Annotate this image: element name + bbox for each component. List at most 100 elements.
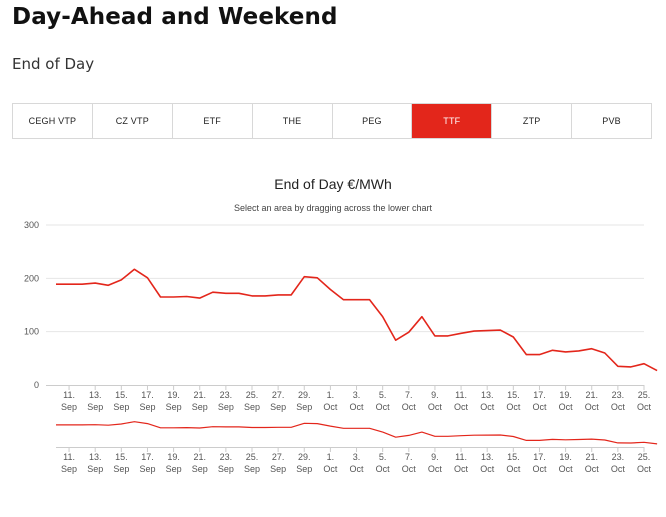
x-tick-month: Sep xyxy=(296,402,312,412)
x-tick-month: Oct xyxy=(585,464,600,474)
tab-the[interactable]: THE xyxy=(253,104,333,138)
x-tick-day: 25. xyxy=(638,452,651,462)
x-tick-month: Sep xyxy=(218,402,234,412)
x-tick-day: 19. xyxy=(167,452,180,462)
navigator-chart[interactable] xyxy=(56,421,658,448)
x-tick-month: Sep xyxy=(296,464,312,474)
x-tick-month: Sep xyxy=(166,464,182,474)
x-tick-day: 1. xyxy=(327,452,335,462)
main-series xyxy=(56,268,658,372)
x-tick-day: 19. xyxy=(559,452,572,462)
x-tick-day: 27. xyxy=(272,390,285,400)
x-tick-month: Oct xyxy=(506,402,521,412)
x-tick-day: 15. xyxy=(115,452,128,462)
x-tick-month: Sep xyxy=(61,402,77,412)
tab-cegh-vtp[interactable]: CEGH VTP xyxy=(13,104,93,138)
x-tick-month: Oct xyxy=(376,402,391,412)
x-tick-day: 15. xyxy=(115,390,128,400)
x-tick-month: Sep xyxy=(218,464,234,474)
x-tick-day: 29. xyxy=(298,452,311,462)
x-tick-month: Oct xyxy=(323,464,338,474)
tab-ttf[interactable]: TTF xyxy=(412,104,493,138)
tab-etf[interactable]: ETF xyxy=(173,104,253,138)
x-tick-month: Sep xyxy=(113,464,129,474)
x-tick-day: 5. xyxy=(379,452,387,462)
y-axis: 0 100 200 300 xyxy=(24,220,39,390)
x-tick-day: 23. xyxy=(220,390,233,400)
x-tick-month: Sep xyxy=(113,402,129,412)
x-tick-day: 25. xyxy=(246,390,259,400)
hub-tabs: CEGH VTP CZ VTP ETF THE PEG TTF ZTP PVB xyxy=(12,103,652,139)
x-tick-day: 11. xyxy=(63,452,75,462)
x-tick-month: Sep xyxy=(139,402,155,412)
x-tick-month: Oct xyxy=(585,402,600,412)
x-tick-month: Oct xyxy=(611,464,626,474)
x-tick-day: 29. xyxy=(298,390,311,400)
x-tick-day: 25. xyxy=(638,390,651,400)
x-tick-month: Oct xyxy=(506,464,521,474)
x-tick-day: 11. xyxy=(455,390,467,400)
x-tick-day: 13. xyxy=(89,452,102,462)
x-tick-day: 15. xyxy=(507,390,520,400)
tab-ztp[interactable]: ZTP xyxy=(492,104,573,138)
x-tick-month: Sep xyxy=(244,402,260,412)
x-tick-day: 9. xyxy=(431,452,439,462)
x-tick-day: 17. xyxy=(533,390,546,400)
x-tick-month: Oct xyxy=(350,402,365,412)
page-title: Day-Ahead and Weekend xyxy=(12,4,338,30)
x-tick-month: Oct xyxy=(428,402,443,412)
x-tick-day: 21. xyxy=(193,452,206,462)
x-tick-day: 3. xyxy=(353,390,361,400)
x-tick-day: 7. xyxy=(405,390,413,400)
x-tick-day: 27. xyxy=(272,452,285,462)
x-tick-day: 17. xyxy=(141,390,154,400)
x-tick-month: Oct xyxy=(323,402,338,412)
x-tick-month: Oct xyxy=(637,402,652,412)
x-axis-main: 11. Sep 13. Sep 15. Sep 17. Sep 19. Sep 21. Sep 23. S… xyxy=(61,385,651,412)
x-tick-day: 9. xyxy=(431,390,439,400)
x-tick-day: 21. xyxy=(193,390,206,400)
x-tick-month: Oct xyxy=(559,402,574,412)
page-subtitle: End of Day xyxy=(12,55,95,73)
x-tick-month: Oct xyxy=(532,402,547,412)
x-tick-month: Sep xyxy=(87,464,103,474)
x-tick-month: Oct xyxy=(454,402,469,412)
x-tick-month: Oct xyxy=(402,402,417,412)
x-tick-day: 15. xyxy=(507,452,520,462)
x-tick-month: Oct xyxy=(480,402,495,412)
x-tick-month: Oct xyxy=(376,464,391,474)
x-tick-day: 3. xyxy=(353,452,361,462)
x-tick-month: Sep xyxy=(244,464,260,474)
x-tick-month: Oct xyxy=(350,464,365,474)
x-tick-day: 13. xyxy=(481,452,494,462)
tab-pvb[interactable]: PVB xyxy=(602,116,621,126)
y-tick-label: 0 xyxy=(34,380,39,390)
y-tick-label: 200 xyxy=(24,273,39,283)
x-tick-month: Sep xyxy=(270,464,286,474)
tab-cz-vtp[interactable]: CZ VTP xyxy=(93,104,173,138)
x-tick-day: 13. xyxy=(481,390,494,400)
x-tick-month: Oct xyxy=(454,464,469,474)
chart-title: End of Day €/MWh xyxy=(274,176,392,192)
y-tick-label: 300 xyxy=(24,220,39,230)
x-tick-day: 23. xyxy=(220,452,233,462)
x-tick-month: Oct xyxy=(480,464,495,474)
x-tick-month: Sep xyxy=(270,402,286,412)
grid-layer xyxy=(46,224,644,386)
x-tick-day: 11. xyxy=(455,452,467,462)
tab-peg[interactable]: PEG xyxy=(333,104,413,138)
x-tick-day: 19. xyxy=(167,390,180,400)
x-axis-navigator: 11. Sep 13. Sep 15. Sep 17. Sep 19. Sep 21. Sep 23. S… xyxy=(61,447,651,474)
x-tick-day: 21. xyxy=(585,452,598,462)
x-tick-day: 23. xyxy=(612,390,625,400)
x-tick-day: 23. xyxy=(612,452,625,462)
x-tick-day: 17. xyxy=(533,452,546,462)
series-line xyxy=(56,268,658,372)
y-tick-label: 100 xyxy=(24,327,39,337)
x-tick-day: 17. xyxy=(141,452,154,462)
x-tick-month: Oct xyxy=(402,464,417,474)
x-tick-day: 25. xyxy=(246,452,259,462)
x-tick-month: Oct xyxy=(428,464,443,474)
x-tick-month: Sep xyxy=(61,464,77,474)
